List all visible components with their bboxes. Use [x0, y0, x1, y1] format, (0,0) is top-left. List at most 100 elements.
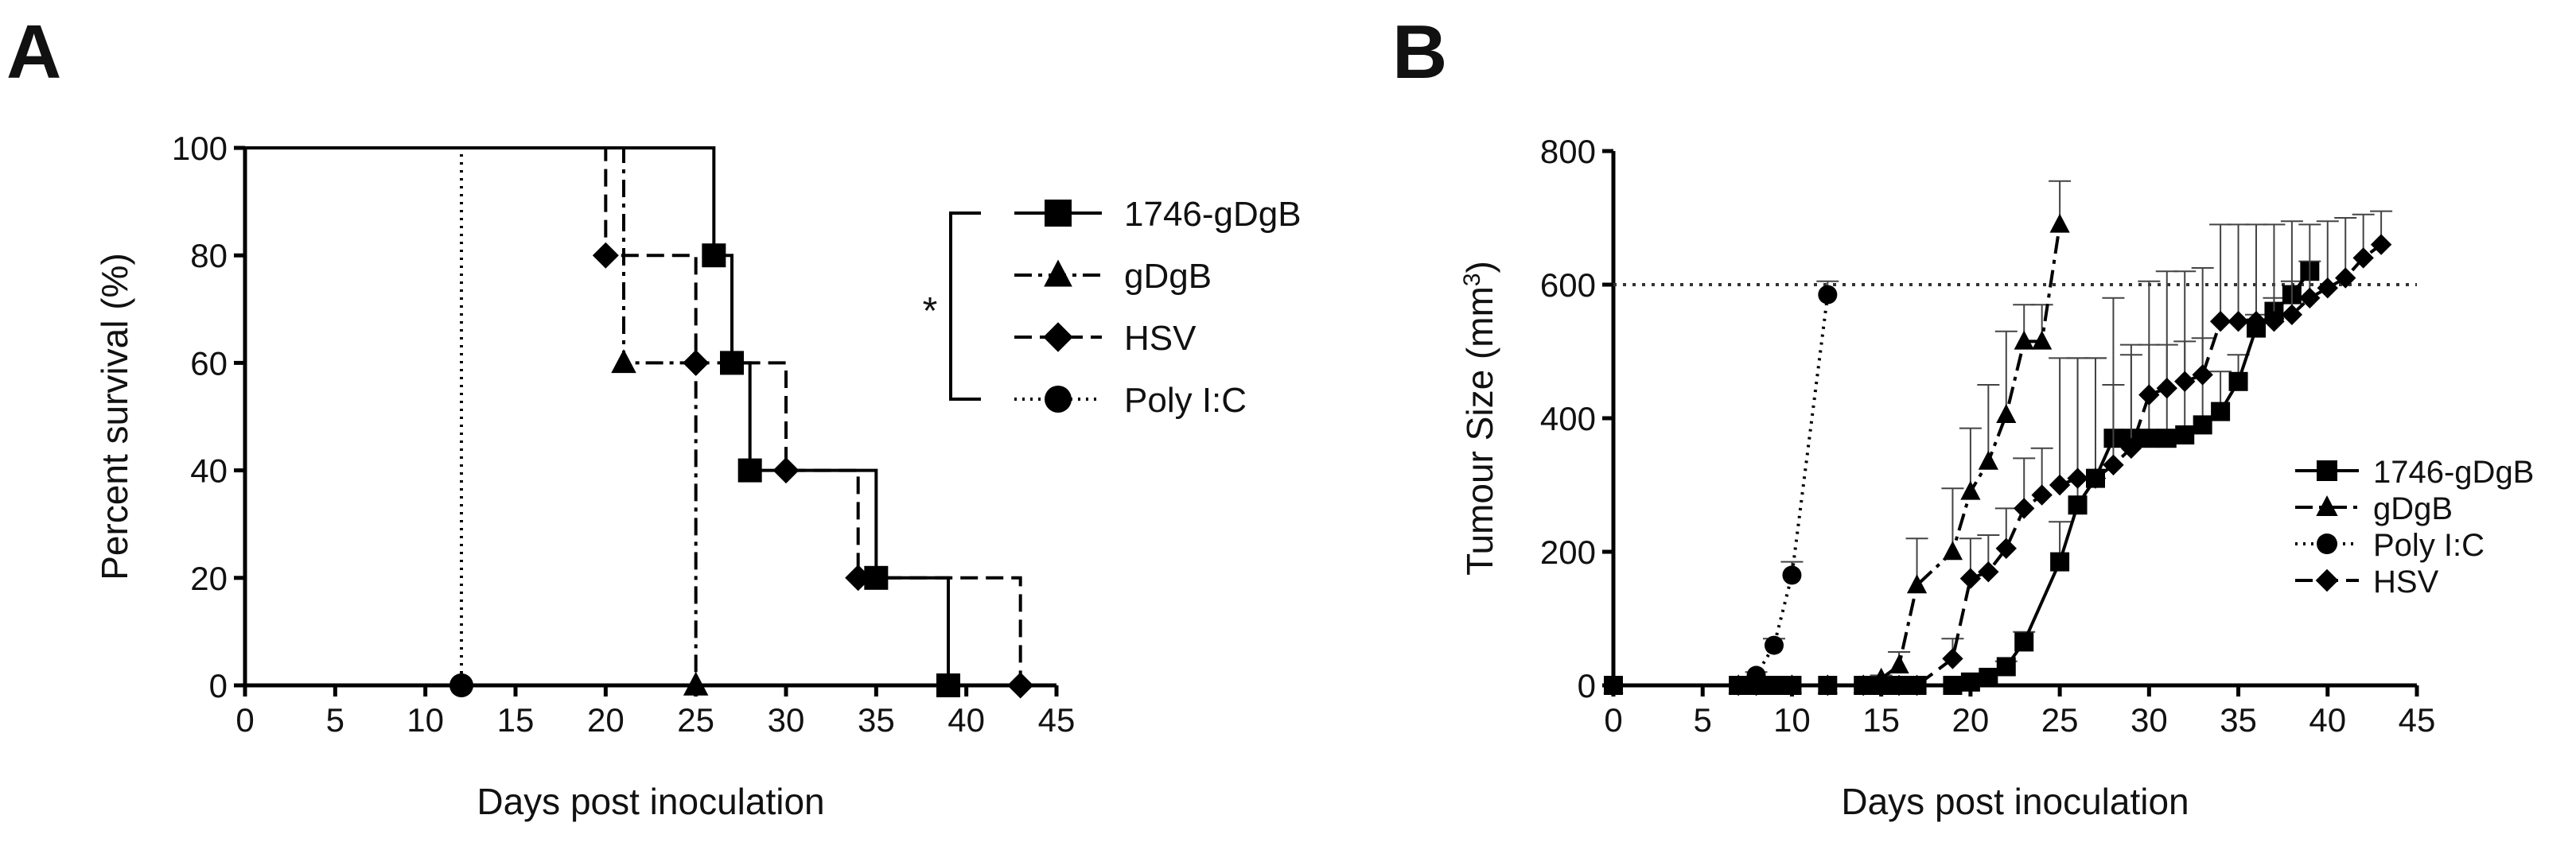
panel-a-data-point — [702, 243, 726, 268]
panel-b-data-point — [1960, 480, 1981, 500]
panel-a-series-line — [245, 146, 698, 685]
panel-b-x-tick-label: 40 — [2309, 701, 2346, 739]
panel-a-significance-bracket — [949, 211, 981, 401]
panel-a-data-point — [845, 565, 872, 592]
panel-a-data-point — [592, 242, 619, 269]
panel-a-legend-marker — [1045, 200, 1072, 227]
panel-b-data-point — [1959, 568, 1982, 589]
panel-b-y-tick-label: 800 — [1540, 133, 1596, 170]
panel-b-data-point — [2138, 384, 2160, 405]
panel-b-data-point — [1906, 674, 1928, 696]
panel-a-legend-label: Poly I:C — [1124, 381, 1247, 420]
panel-a-legend-marker — [1044, 259, 1072, 287]
panel-label-a: A — [6, 10, 61, 95]
panel-a-data-point — [611, 349, 636, 374]
panel-a-x-tick-label: 10 — [407, 701, 444, 739]
panel-b-data-point — [2228, 371, 2248, 391]
panel-b-data-point — [2032, 330, 2053, 350]
panel-b-legend-marker — [2317, 534, 2337, 554]
panel-b-data-point — [2192, 364, 2213, 386]
panel-b-x-tick-label: 0 — [1604, 701, 1622, 739]
panel-b-data-point — [1853, 674, 1874, 696]
panel-b-x-tick-label: 5 — [1694, 701, 1712, 739]
panel-b-data-point — [1765, 635, 1784, 655]
panel-b-data-point — [2228, 311, 2249, 332]
panel-b-series-line — [1613, 294, 1830, 687]
panel-b-data-point — [1996, 657, 2016, 677]
panel-b-data-point — [1942, 648, 1963, 669]
panel-b-data-point — [2299, 287, 2321, 308]
panel-b-legend-label: 1746-gDgB — [2373, 455, 2534, 490]
panel-b-y-tick-label: 400 — [1540, 400, 1596, 437]
panel-b-legend-label: Poly I:C — [2373, 528, 2485, 563]
panel-a-y-tick-label: 20 — [190, 560, 228, 597]
panel-a-x-tick-label: 15 — [497, 701, 535, 739]
panel-b-data-point — [2068, 495, 2088, 515]
panel-a-survival-chart: 0 5 10 15 20 25 30 35 40 45 0 20 40 60 80 100 Days post … — [94, 130, 1302, 822]
panel-b-x-tick-label: 35 — [2220, 701, 2257, 739]
panel-b-data-point — [2263, 311, 2285, 332]
panel-a-x-tick-label: 45 — [1038, 701, 1076, 739]
panel-b-tumour-chart: 0 5 10 15 20 25 30 35 40 45 0 200 400 600 800 Days post… — [1459, 133, 2534, 822]
panel-a-data-point — [449, 673, 473, 697]
panel-a-y-tick-label: 80 — [190, 237, 228, 274]
panel-a-y-tick-label: 100 — [172, 130, 228, 167]
panel-b-data-point — [1889, 654, 1909, 673]
panel-b-data-point — [1870, 674, 1892, 696]
panel-a-series-line — [245, 146, 463, 685]
panel-b-data-point — [1782, 565, 1802, 585]
panel-b-data-point — [2139, 429, 2159, 448]
panel-b-data-point — [1602, 674, 1625, 696]
panel-b-y-tick-label: 0 — [1578, 667, 1596, 704]
panel-b-data-point — [2174, 371, 2196, 392]
panel-a-y-tick-label: 40 — [190, 452, 228, 490]
panel-b-x-tick-label: 25 — [2041, 701, 2079, 739]
panel-b-y-tick-label: 200 — [1540, 534, 1596, 571]
panel-label-b: B — [1392, 10, 1447, 95]
panel-b-data-point — [2031, 484, 2053, 506]
panel-b-data-point — [2067, 468, 2088, 489]
panel-b-legend-label: gDgB — [2373, 491, 2453, 526]
panel-b-data-point — [1781, 674, 1803, 696]
panel-a-y-axis-label: Percent survival (%) — [94, 253, 135, 580]
panel-a-data-point — [1007, 672, 1034, 699]
panel-b-y-axis-label: Tumour Size (mm3) — [1459, 261, 1500, 576]
panel-b-x-tick-label: 30 — [2130, 701, 2168, 739]
panel-a-x-tick-label: 35 — [858, 701, 895, 739]
panel-b-data-point — [1943, 676, 1963, 695]
panel-b-data-point — [2370, 234, 2392, 255]
panel-b-x-tick-label: 15 — [1862, 701, 1900, 739]
panel-b-data-point — [2352, 247, 2374, 269]
panel-b-data-point — [2281, 304, 2303, 325]
panel-b-data-point — [2084, 468, 2107, 489]
panel-b-data-point — [1978, 450, 1998, 470]
panel-a-legend-label: HSV — [1124, 319, 1197, 358]
panel-b-data-point — [1960, 672, 1980, 692]
panel-a-legend-label: 1746-gDgB — [1124, 195, 1302, 234]
panel-b-legend-marker — [2316, 495, 2338, 517]
panel-a-legend-label: gDgB — [1124, 257, 1212, 296]
panel-b-data-point — [2335, 267, 2356, 289]
panel-a-series-line — [245, 146, 1022, 685]
panel-b-data-point — [2209, 311, 2232, 332]
panel-a-legend-marker — [1043, 322, 1073, 352]
panel-b-data-point — [1978, 561, 1999, 583]
panel-b-data-point — [2049, 474, 2071, 496]
panel-a-significance-label: * — [923, 290, 938, 332]
panel-b-data-point — [2014, 330, 2034, 350]
panel-b-data-point — [2156, 378, 2177, 399]
panel-b-x-axis-label: Days post inoculation — [1841, 781, 2189, 822]
panel-a-x-axis-label: Days post inoculation — [477, 781, 824, 822]
panel-b-data-point — [2014, 498, 2035, 519]
panel-b-x-tick-label: 45 — [2399, 701, 2436, 739]
panel-b-legend-label: HSV — [2373, 565, 2439, 599]
panel-b-data-point — [1995, 537, 2017, 559]
panel-a-data-point — [737, 458, 762, 483]
panel-b-legend-marker — [2317, 460, 2337, 481]
panel-a-x-tick-label: 20 — [587, 701, 625, 739]
panel-b-legend-marker — [2315, 568, 2339, 592]
panel-b-data-point — [1888, 674, 1910, 696]
panel-b-data-point — [2120, 437, 2142, 459]
panel-b-data-point — [2050, 552, 2070, 572]
